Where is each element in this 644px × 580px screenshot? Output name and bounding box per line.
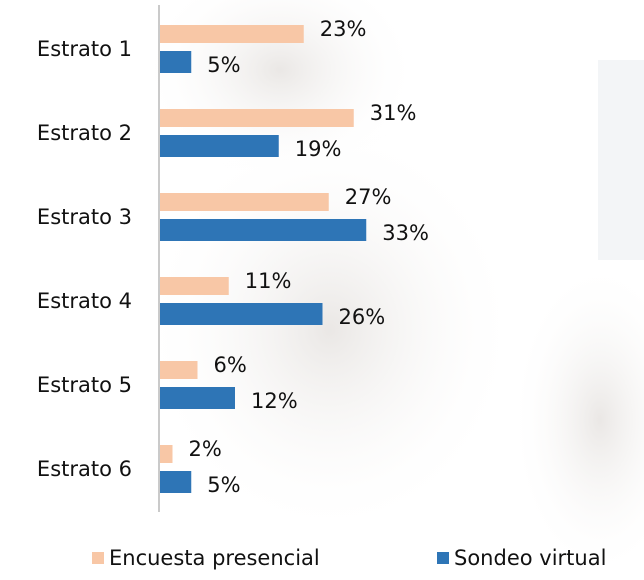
data-label: 12%	[251, 389, 298, 413]
data-label: 6%	[214, 353, 247, 377]
legend-label: Encuesta presencial	[109, 546, 320, 570]
bar	[160, 303, 323, 325]
y-tick-label: Estrato 3	[37, 205, 132, 229]
data-label: 23%	[320, 17, 367, 41]
data-label: 2%	[189, 437, 222, 461]
bar	[160, 471, 192, 493]
bar	[160, 277, 229, 295]
y-tick-label: Estrato 1	[37, 37, 132, 61]
bar	[160, 193, 329, 211]
y-tick-label: Estrato 4	[37, 289, 132, 313]
y-tick-label: Estrato 2	[37, 121, 132, 145]
bar	[160, 135, 279, 157]
bar	[160, 51, 192, 73]
data-label: 19%	[295, 137, 342, 161]
bar	[160, 445, 173, 463]
legend-swatch	[437, 552, 449, 564]
y-tick-label: Estrato 6	[37, 457, 132, 481]
bar	[160, 219, 367, 241]
legend-label: Sondeo virtual	[454, 546, 606, 570]
bar	[160, 109, 354, 127]
bar	[160, 25, 304, 43]
y-tick-label: Estrato 5	[37, 373, 132, 397]
data-label: 26%	[339, 305, 386, 329]
legend-swatch	[92, 552, 104, 564]
data-label: 31%	[370, 101, 417, 125]
data-label: 27%	[345, 185, 392, 209]
bar	[160, 361, 198, 379]
data-label: 11%	[245, 269, 292, 293]
data-label: 33%	[382, 221, 429, 245]
data-label: 5%	[207, 473, 240, 497]
bar	[160, 387, 235, 409]
data-label: 5%	[207, 53, 240, 77]
